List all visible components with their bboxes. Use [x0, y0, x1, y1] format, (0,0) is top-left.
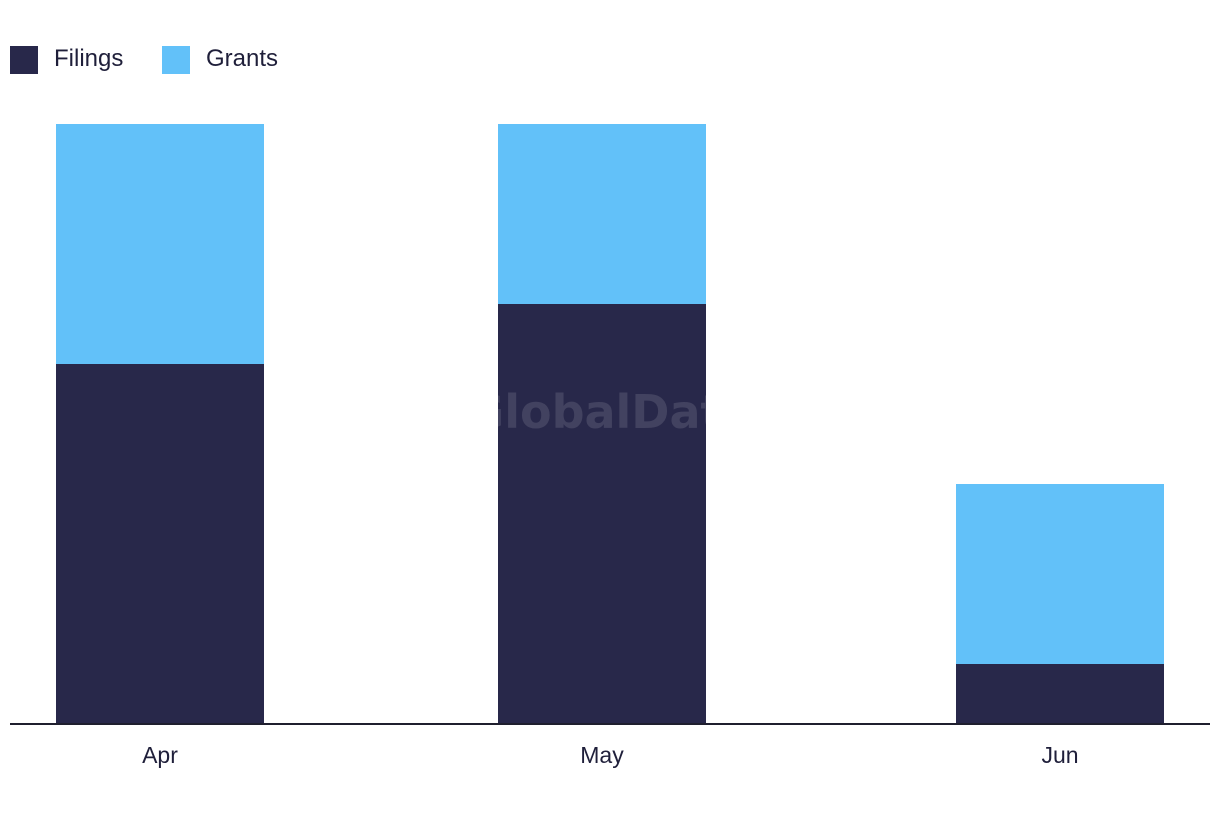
- watermark: GlobalData: [466, 385, 753, 439]
- x-tick-label-apr: Apr: [142, 742, 178, 768]
- bars: [56, 124, 1164, 724]
- x-axis-ticks: Apr May Jun: [142, 742, 1078, 768]
- bar-filings-jun: [956, 664, 1164, 724]
- legend: Filings Grants: [10, 45, 278, 74]
- legend-label-filings: Filings: [54, 45, 123, 72]
- legend-label-grants: Grants: [206, 45, 278, 72]
- bar-grants-apr: [56, 124, 264, 364]
- bar-filings-apr: [56, 364, 264, 724]
- bar-grants-may: [498, 124, 706, 304]
- x-tick-label-may: May: [580, 742, 624, 768]
- bar-grants-jun: [956, 484, 1164, 664]
- legend-swatch-grants: [162, 46, 190, 74]
- bar-filings-may: [498, 304, 706, 724]
- x-tick-label-jun: Jun: [1041, 742, 1078, 768]
- legend-swatch-filings: [10, 46, 38, 74]
